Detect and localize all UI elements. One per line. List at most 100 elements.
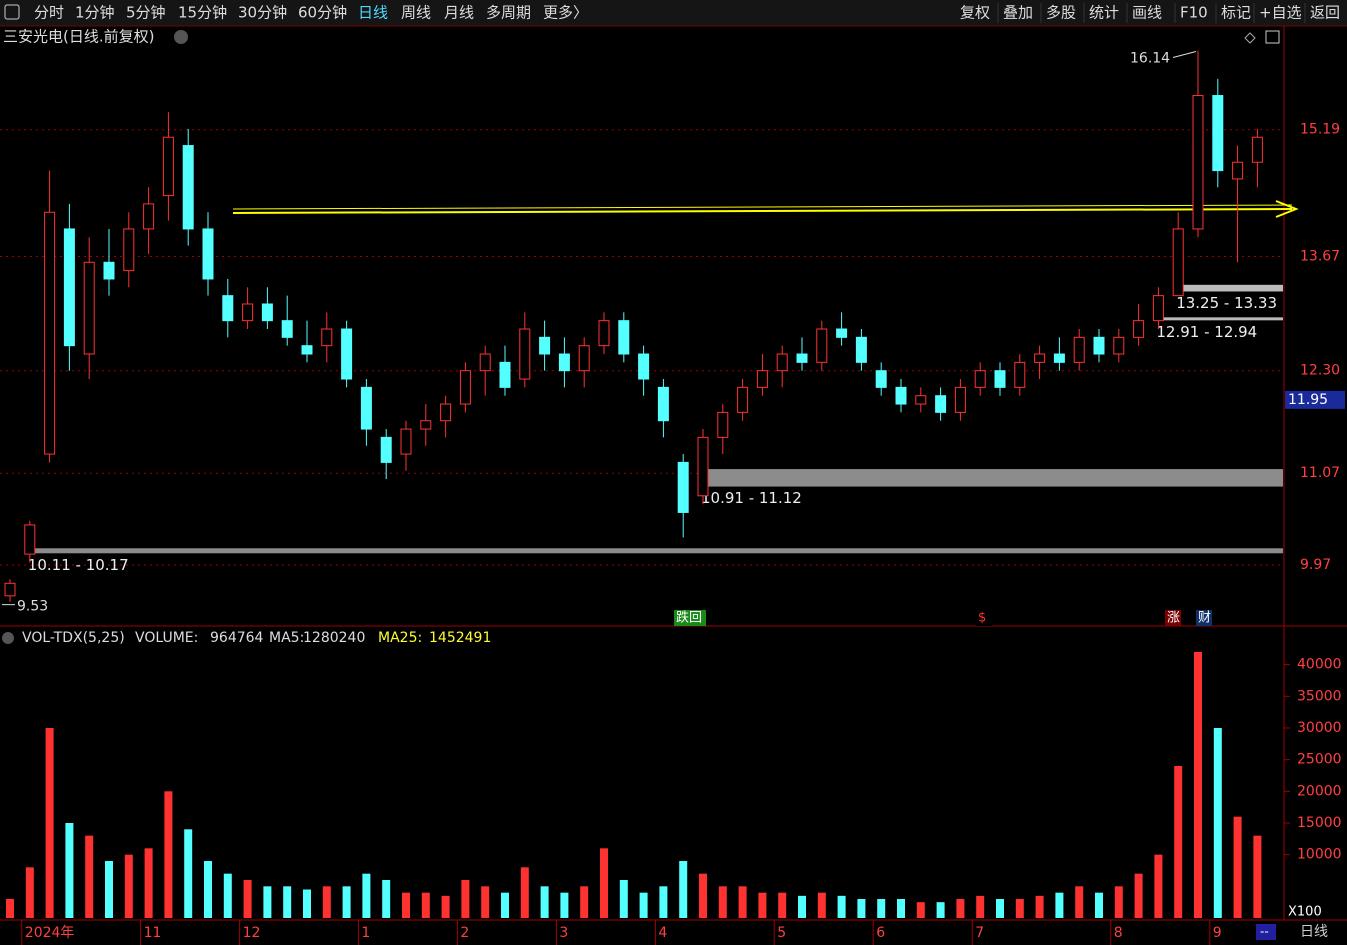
candle-body <box>954 386 966 413</box>
toolbar-button[interactable]: +自选 <box>1259 4 1302 22</box>
x-tick-label: 7 <box>975 925 984 941</box>
candle-body <box>1034 353 1046 363</box>
volume-bar <box>758 892 767 918</box>
candle-body <box>1133 320 1145 338</box>
candle-body <box>83 261 95 355</box>
price-zone <box>698 469 1283 487</box>
toolbar-button[interactable]: 统计 <box>1089 4 1119 22</box>
x-tick-label: 11 <box>144 925 162 941</box>
candle-body <box>341 328 353 380</box>
toolbar-tab[interactable]: 15分钟 <box>178 4 227 22</box>
volume-bar <box>204 860 212 918</box>
vol-title: VOL-TDX(5,25) <box>22 630 125 646</box>
volume-bar <box>421 892 430 918</box>
event-tag[interactable]: $ <box>978 611 986 626</box>
candle-body <box>321 328 333 347</box>
candle-body <box>123 228 135 272</box>
volume-bar <box>144 848 153 918</box>
title-dropdown[interactable] <box>174 30 188 44</box>
y-tick-label: 9.97 <box>1300 557 1331 573</box>
x-tick-label: 9 <box>1213 925 1222 941</box>
panel-icon[interactable] <box>1265 30 1280 44</box>
volume-bar <box>837 895 846 918</box>
volume-bar <box>600 848 608 918</box>
vol-stat-label: MA25: <box>378 630 422 646</box>
toolbar-tab[interactable]: 多周期 <box>486 4 531 22</box>
toolbar-tab[interactable]: 5分钟 <box>126 4 166 22</box>
menu-icon[interactable] <box>4 4 20 20</box>
vol-dropdown[interactable] <box>2 632 14 644</box>
volume-bar <box>105 860 113 918</box>
candle-body <box>24 524 36 555</box>
toolbar-button[interactable]: 返回 <box>1310 4 1340 22</box>
volume-bar <box>679 860 688 918</box>
volume-bar <box>362 873 371 918</box>
vol-stat-value: 964764 <box>210 630 264 646</box>
volume-bar <box>936 902 945 918</box>
event-tag-box <box>976 610 992 626</box>
candle-body <box>618 320 630 355</box>
toolbar-button[interactable]: F10 <box>1180 4 1208 22</box>
vol-stat-value: 1280240 <box>303 630 365 646</box>
candle-body <box>420 420 432 430</box>
zone-label: 10.91 - 11.12 <box>701 489 802 507</box>
event-tag[interactable]: 财 <box>1198 611 1211 626</box>
candle-body <box>638 353 650 380</box>
vol-stat-value: 1452491 <box>429 630 491 646</box>
x-tick-label: 6 <box>876 925 885 941</box>
toolbar-tab[interactable]: 分时 <box>34 4 64 22</box>
candle-body <box>360 386 372 430</box>
y-tick-label: 10000 <box>1297 847 1342 863</box>
volume-bar <box>976 895 985 918</box>
volume-bar <box>699 873 707 918</box>
event-tag[interactable]: 跌回 <box>676 610 702 626</box>
candle-body <box>1232 161 1244 180</box>
candle-body <box>677 461 689 513</box>
toolbar-button[interactable]: 复权 <box>960 4 990 22</box>
toolbar-tab[interactable]: 1分钟 <box>75 4 115 22</box>
chart-title: 三安光电(日线.前复权) <box>3 28 154 46</box>
scroll-indicator <box>1256 924 1276 940</box>
y-tick-label: 20000 <box>1297 783 1342 799</box>
toolbar-button[interactable]: 叠加 <box>1003 4 1033 22</box>
volume-bar <box>1134 873 1143 918</box>
volume-bar <box>916 902 925 918</box>
volume-bar <box>184 829 193 918</box>
candle-body <box>301 345 313 355</box>
volume-bar <box>65 822 74 918</box>
volume-bar <box>1114 886 1123 918</box>
x-tick-label: 4 <box>658 925 667 941</box>
toolbar-button[interactable]: 画线 <box>1132 4 1162 22</box>
toolbar-button[interactable]: 标记 <box>1221 4 1251 22</box>
candle-body <box>578 345 590 372</box>
vol-stat-label: VOLUME: <box>135 630 198 646</box>
volume-bar <box>1035 895 1044 918</box>
event-tag[interactable]: 涨 <box>1167 611 1180 626</box>
y-tick-label: 35000 <box>1297 688 1342 704</box>
volume-bar <box>243 879 252 918</box>
toolbar-tab[interactable]: 30分钟 <box>238 4 287 22</box>
low-label: 9.53 <box>17 599 48 615</box>
x-tick-label: 1 <box>361 925 370 941</box>
toolbar-tab[interactable]: 60分钟 <box>298 4 347 22</box>
volume-bar <box>45 727 54 918</box>
toolbar-tab[interactable]: 更多〉 <box>543 4 588 22</box>
candle-body <box>1093 336 1105 355</box>
candle-body <box>1251 136 1263 163</box>
volume-bar <box>857 898 866 918</box>
candle-body <box>202 228 214 280</box>
volume-bar <box>461 879 470 918</box>
toolbar-tab[interactable]: 周线 <box>401 4 431 22</box>
y-tick-label: 40000 <box>1297 657 1342 673</box>
volume-bar <box>778 892 787 918</box>
diamond-icon[interactable] <box>1244 32 1256 44</box>
y-tick-label: 25000 <box>1297 752 1342 768</box>
candle-body <box>717 411 729 438</box>
volume-bar <box>283 886 292 918</box>
toolbar-tab[interactable]: 日线 <box>358 4 388 22</box>
toolbar-tab[interactable]: 月线 <box>444 4 474 22</box>
toolbar-button[interactable]: 多股 <box>1046 4 1076 22</box>
candle-body <box>539 336 551 355</box>
volume-bar <box>619 879 628 918</box>
